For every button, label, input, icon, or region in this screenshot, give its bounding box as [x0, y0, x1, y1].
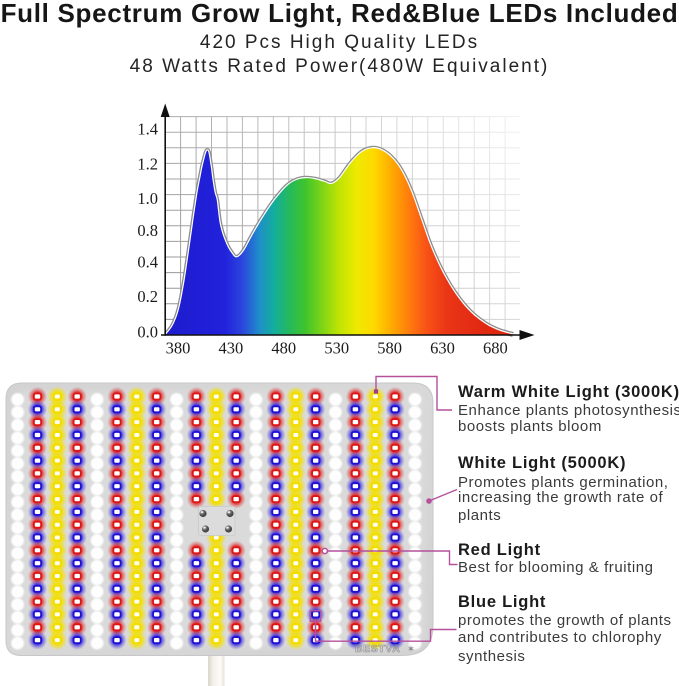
svg-text:1.2: 1.2 — [137, 155, 158, 174]
svg-text:✶: ✶ — [407, 644, 415, 655]
svg-text:0.2: 0.2 — [137, 287, 158, 306]
svg-text:430: 430 — [219, 339, 244, 358]
svg-text:380: 380 — [166, 339, 191, 358]
svg-text:480: 480 — [271, 339, 296, 358]
svg-text:1.4: 1.4 — [137, 119, 158, 138]
svg-text:0.8: 0.8 — [137, 221, 158, 240]
svg-text:580: 580 — [377, 339, 402, 358]
svg-text:0.4: 0.4 — [137, 252, 158, 271]
svg-text:630: 630 — [430, 339, 455, 358]
svg-text:530: 530 — [324, 339, 349, 358]
svg-text:BESTVA: BESTVA — [355, 643, 400, 655]
svg-text:680: 680 — [483, 339, 508, 358]
svg-text:1.0: 1.0 — [137, 189, 158, 208]
svg-text:0.0: 0.0 — [137, 322, 158, 341]
